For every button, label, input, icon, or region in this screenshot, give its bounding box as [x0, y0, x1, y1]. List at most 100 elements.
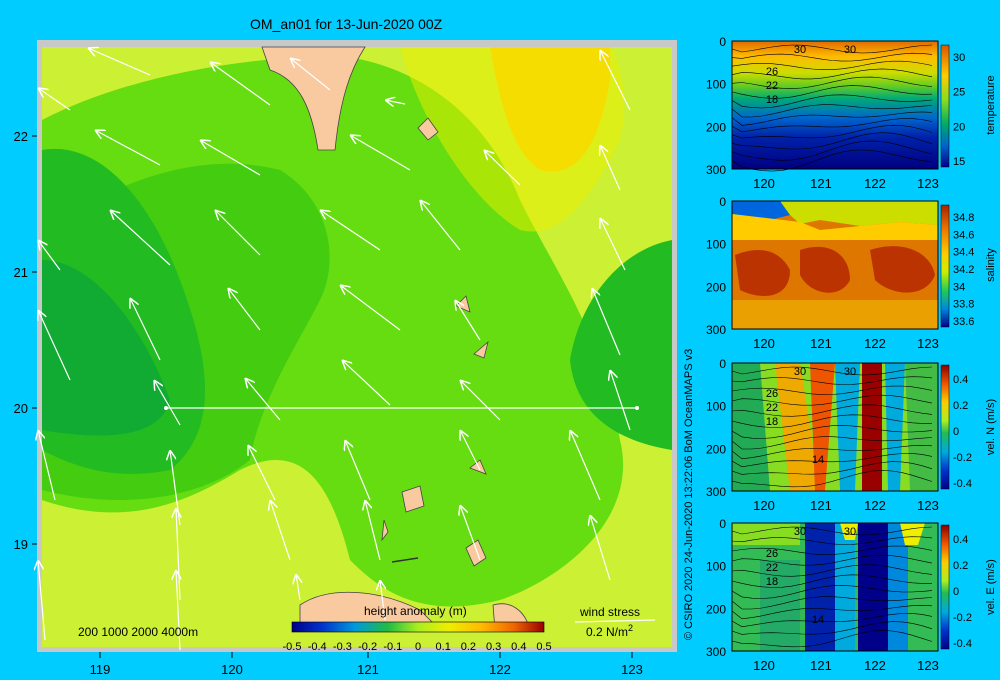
- panel-colorbar-tick: -0.4: [953, 638, 972, 650]
- panel-y-tick-label: 0: [719, 517, 726, 531]
- panel-x-tick-label: 120: [753, 658, 775, 673]
- panel-label-vel-e: vel. E (m/s): [985, 559, 997, 615]
- panel-colorbar-tick: 34.4: [953, 247, 974, 259]
- height-colorbar: [291, 621, 545, 633]
- wind-stress-label: wind stress: [579, 605, 640, 619]
- section-panels: 30 30 26 22 18 30 30 26 22 18 14: [706, 35, 997, 673]
- contour-line: [731, 60, 933, 70]
- panel-colorbar-tick: 34.6: [953, 229, 974, 241]
- panel-y-tick-label: 300: [706, 485, 726, 499]
- veln-band: [885, 363, 905, 491]
- contour-line: [731, 104, 933, 118]
- contour-line: [731, 425, 933, 439]
- wind-arrow: [245, 378, 281, 421]
- map-x-tick-label: 119: [90, 662, 111, 677]
- panel-x-tick-label: 121: [810, 336, 832, 351]
- contour-line: [731, 613, 933, 628]
- panel-colorbar-tick: 30: [953, 52, 965, 64]
- wind-arrow: [210, 62, 271, 106]
- section-start: [164, 406, 168, 410]
- contour-label: 30: [844, 44, 856, 56]
- panel-colorbar-tick: -0.4: [953, 478, 972, 490]
- panel-temperature: 30 30 26 22 18: [731, 40, 950, 172]
- contour-line: [731, 414, 933, 428]
- island: [417, 117, 439, 141]
- contour-line: [731, 68, 933, 80]
- island: [381, 519, 389, 542]
- colorbar-tick-label: 0.2: [461, 641, 476, 653]
- panel-y-tick-label: 200: [706, 120, 726, 134]
- vele-band: [900, 523, 925, 545]
- bathymetry-legend: 200 1000 2000 4000m: [78, 625, 198, 639]
- wind-arrow: [110, 210, 171, 266]
- panel-colorbar-tick: 0.4: [953, 374, 968, 386]
- wind-arrow: [610, 370, 631, 431]
- panel-salinity: [731, 200, 950, 330]
- wind-arrow: [95, 130, 161, 166]
- panel-colorbar-tick: -0.2: [953, 452, 972, 464]
- salinity-deep: [732, 300, 938, 329]
- map-y-tick-label: 20: [14, 401, 28, 416]
- veln-jet: [862, 363, 882, 491]
- contour-line: [731, 124, 933, 139]
- wind-arrow: [350, 135, 411, 171]
- contour-label: 22: [766, 402, 778, 414]
- panel-y-tick-label: 100: [706, 238, 726, 252]
- salinity-fresh-top: [732, 201, 790, 220]
- colorbar-tick-label: 0.4: [511, 641, 526, 653]
- panel-colorbar-tick: 33.6: [953, 316, 974, 328]
- wind-arrow: [600, 50, 631, 111]
- island: [473, 340, 489, 359]
- map-y-tick-label: 19: [14, 537, 28, 552]
- panel-y-tick-label: 100: [706, 400, 726, 414]
- panel-x-tick-label: 122: [864, 176, 886, 191]
- wind-arrow: [455, 300, 481, 341]
- panel-colorbar-tick: 0.2: [953, 400, 968, 412]
- veln-band: [835, 363, 860, 491]
- panel-x-tick-label: 120: [753, 336, 775, 351]
- map-x-tick-label: 121: [357, 662, 379, 677]
- contour-line: [731, 85, 933, 99]
- panel-x-tick-label: 123: [917, 336, 939, 351]
- map-x-tick-label: 123: [621, 662, 643, 677]
- panel-colorbar-tick: 0: [953, 426, 959, 438]
- contour-line: [731, 605, 933, 620]
- wind-stress-scale: 0.2 N/m2: [586, 623, 633, 639]
- contour-line: [731, 94, 933, 109]
- contour-label: 26: [766, 548, 778, 560]
- section-end: [635, 406, 639, 410]
- contour-line: [731, 554, 933, 566]
- wind-arrow: [600, 218, 626, 271]
- wind-arrow: [270, 500, 291, 561]
- temperature-frame: [731, 40, 939, 170]
- height-anomaly-map: 200 1000 2000 4000m height anomaly (m) -…: [14, 40, 677, 677]
- map-x-tick-label: 122: [489, 662, 511, 677]
- panel-colorbar-tick: 15: [953, 156, 965, 168]
- contour-label: 18: [766, 416, 778, 428]
- colorbar-tick-label: -0.5: [283, 641, 302, 653]
- contour-line: [731, 52, 933, 62]
- veln-contours: 30 30 26 22 18 14: [731, 366, 933, 488]
- panel-y-tick-label: 300: [706, 323, 726, 337]
- contour-east: [570, 240, 672, 450]
- contour-label: 26: [766, 66, 778, 78]
- contour-label: 18: [766, 94, 778, 106]
- contour-line: [731, 366, 933, 376]
- panel-x-tick-label: 123: [917, 176, 939, 191]
- wind-arrow: [176, 508, 180, 601]
- contour-line: [731, 621, 933, 635]
- panel-x-tick-label: 122: [864, 658, 886, 673]
- panel-vel-e: 30 30 26 22 18 14: [731, 522, 950, 652]
- land-south: [299, 591, 441, 631]
- wind-arrow: [154, 380, 181, 426]
- reef-line: [391, 557, 419, 563]
- contour-line: [731, 564, 933, 577]
- wind-arrow: [38, 310, 71, 381]
- panel-y-tick-label: 300: [706, 163, 726, 177]
- salinity-max: [800, 246, 850, 293]
- vele-band: [835, 523, 855, 651]
- contour-line: [731, 394, 933, 406]
- vele-colorbar: [940, 524, 950, 650]
- contour-label: 30: [844, 366, 856, 378]
